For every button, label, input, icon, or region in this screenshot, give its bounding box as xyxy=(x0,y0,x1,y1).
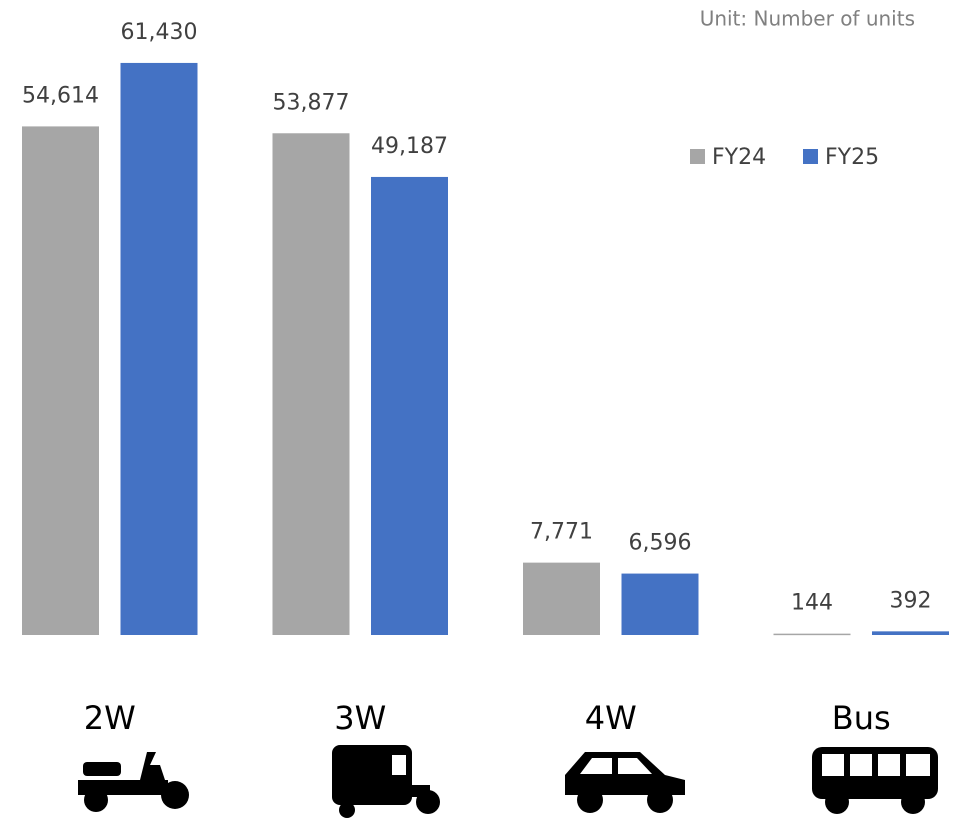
rickshaw-icon xyxy=(332,745,440,818)
icons xyxy=(78,745,938,818)
x-tick-label: Bus xyxy=(832,699,891,737)
value-label: 392 xyxy=(890,588,932,613)
value-label: 6,596 xyxy=(629,531,692,556)
bar xyxy=(22,126,99,635)
bar xyxy=(371,176,448,636)
legend-swatch xyxy=(803,149,818,164)
legend-label: FY24 xyxy=(712,145,766,170)
bar xyxy=(523,562,600,635)
value-label: 54,614 xyxy=(22,83,99,108)
unit-note: Unit: Number of units xyxy=(700,7,915,31)
scooter-icon xyxy=(78,752,189,812)
bar xyxy=(272,133,350,635)
value-label: 61,430 xyxy=(121,20,198,45)
x-tick-label: 2W xyxy=(84,699,136,737)
bar xyxy=(773,633,851,636)
value-label: 144 xyxy=(791,591,833,616)
value-label: 7,771 xyxy=(530,520,593,545)
value-label: 49,187 xyxy=(371,134,448,159)
value-label: 53,877 xyxy=(273,90,350,115)
bar xyxy=(120,62,198,636)
legend-swatch xyxy=(690,149,705,164)
bar xyxy=(621,573,699,635)
legend-label: FY25 xyxy=(825,145,879,170)
x-tick-label: 3W xyxy=(334,699,386,737)
car-icon xyxy=(565,752,685,813)
bus-icon xyxy=(812,747,938,814)
x-tick-label: 4W xyxy=(585,699,637,737)
bar xyxy=(872,631,949,635)
